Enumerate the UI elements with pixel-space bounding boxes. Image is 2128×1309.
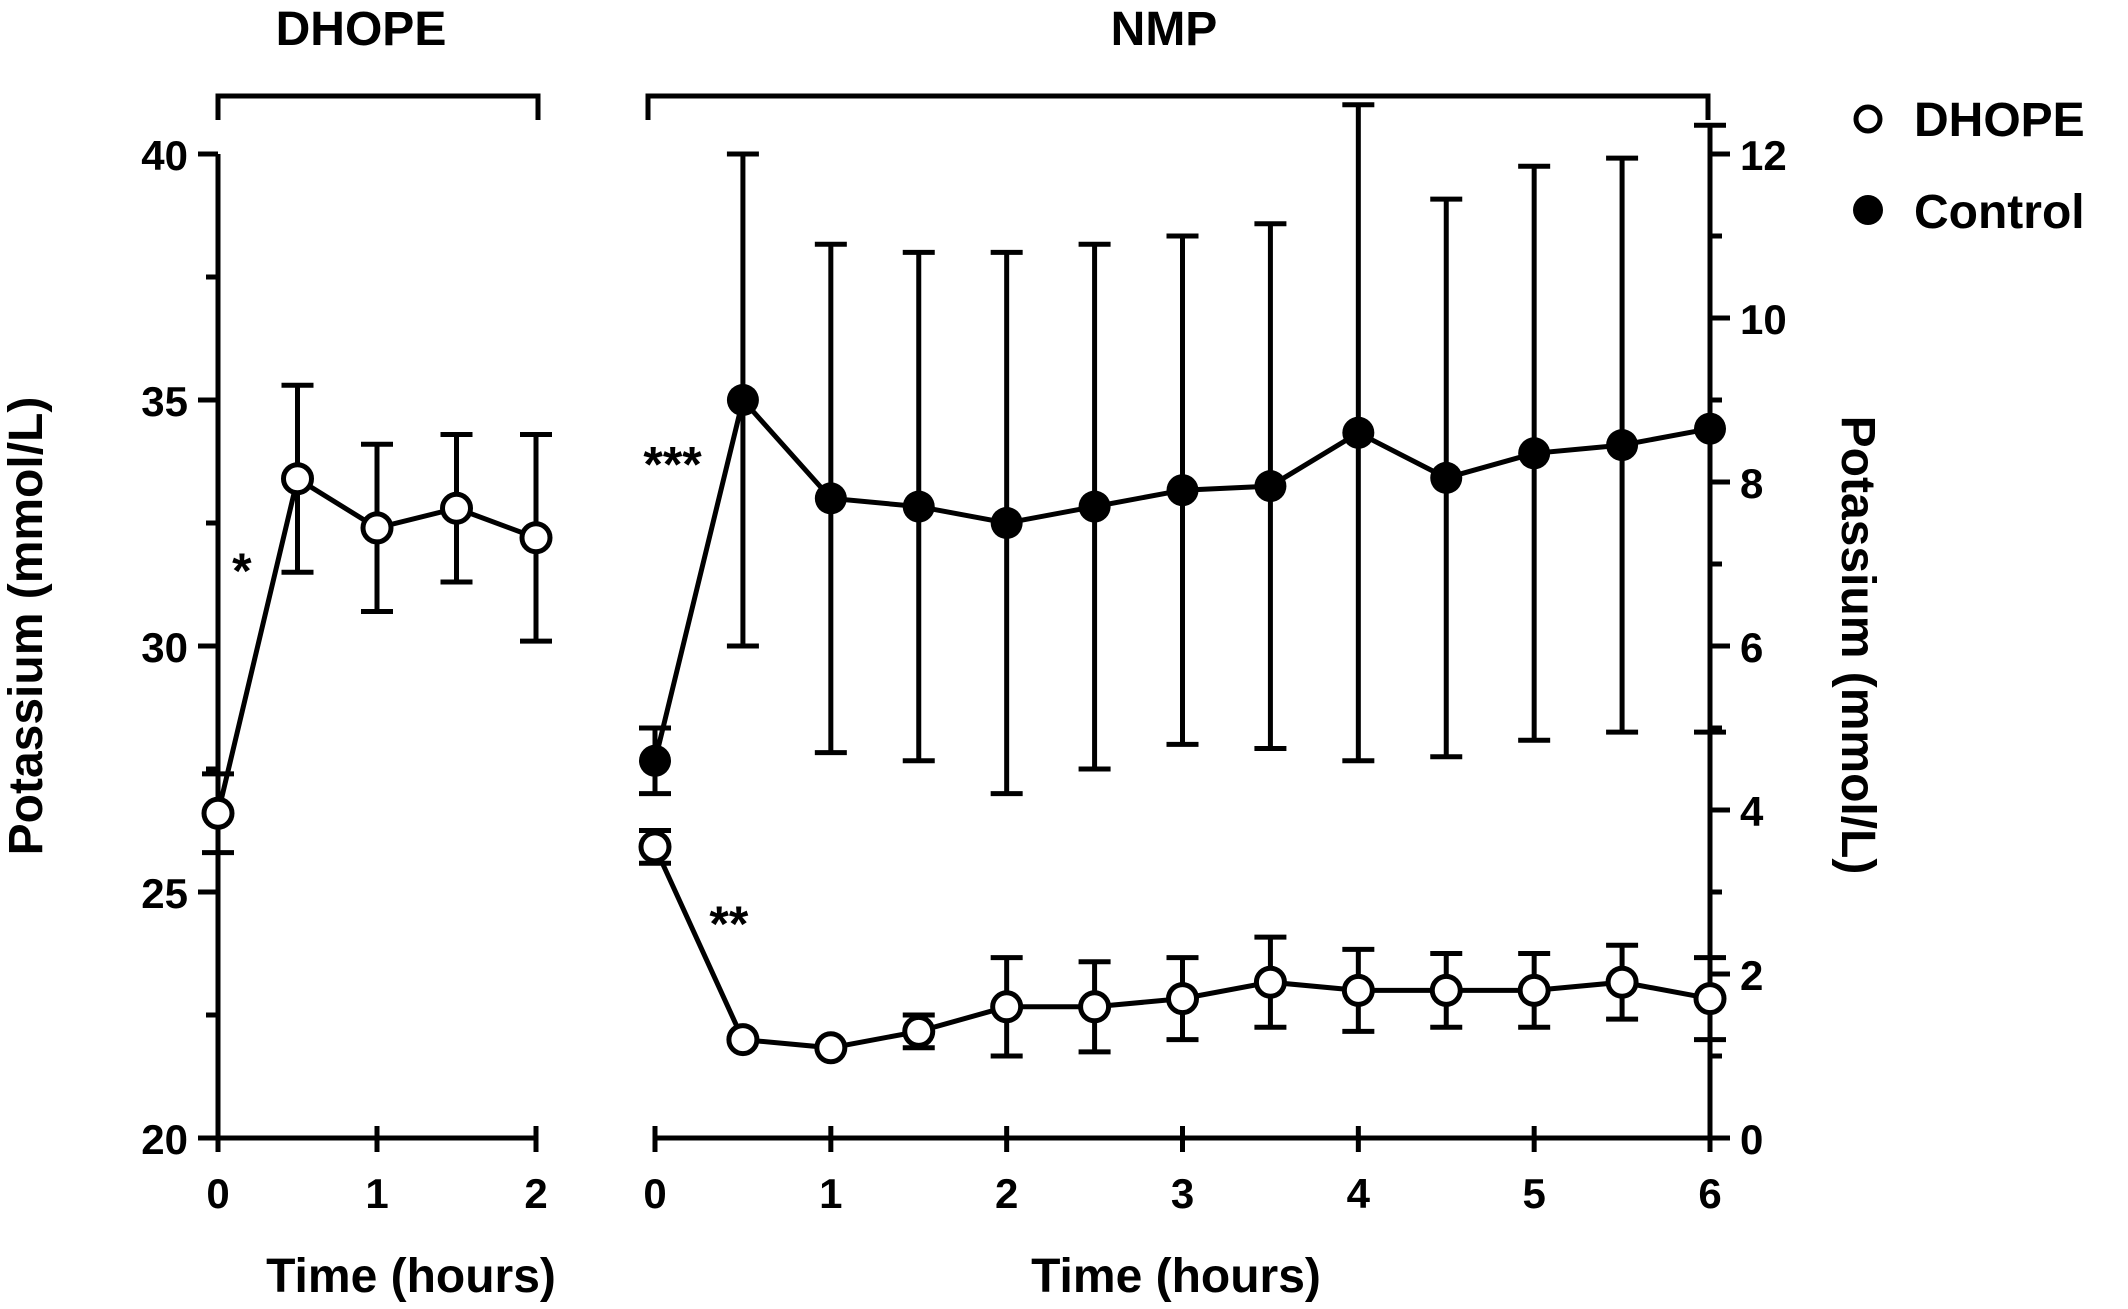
dhope-x-tick-label: 0 [206,1170,229,1217]
nmp-control-point [814,482,847,515]
nmp-control-point [726,384,759,416]
right-y-axis-label: Potassium (mmol/L) [1831,416,1884,875]
dhope-panel-bracket [215,93,541,120]
nmp-control-point [1166,474,1199,507]
nmp-y-tick-label: 6 [1740,624,1763,671]
left-y-axis-label: Potassium (mmol/L) [0,397,53,856]
nmp-dhope-point [902,1014,936,1048]
nmp-x-tick-label: 4 [1347,1170,1371,1217]
dhope-x-tick-label: 1 [365,1170,388,1217]
dhope-dhope-point [201,796,235,830]
nmp-dhope-point [1517,973,1551,1007]
nmp-dhope-point [1078,990,1112,1024]
nmp-significance-label: ** [709,896,748,952]
nmp-dhope-point [814,1031,848,1065]
dhope-y-tick-label: 20 [141,1116,188,1163]
dhope-dhope-point [281,462,314,496]
nmp-panel-bracket [645,93,1711,120]
legend-control-label: Control [1914,186,2085,239]
nmp-significance-label: *** [643,437,702,493]
nmp-dhope-point [638,830,672,864]
nmp-control-point [1254,470,1287,503]
legend: DHOPE Control [1853,94,2085,239]
dhope-dhope-point [360,511,394,545]
nmp-control-point [1694,412,1726,445]
nmp-x-tick-label: 2 [995,1170,1018,1217]
dhope-y-tick-label: 25 [141,870,188,917]
dhope-y-tick-label: 30 [141,624,188,671]
nmp-x-tick-label: 5 [1522,1170,1545,1217]
nmp-x-axis-label: Time (hours) [1031,1250,1321,1303]
nmp-dhope-point [990,990,1024,1024]
dhope-dhope-point [440,491,473,525]
nmp-control-point [1342,416,1375,449]
nmp-control-point [990,507,1023,539]
nmp-y-tick-label: 0 [1740,1116,1763,1163]
dhope-dhope-point [519,521,553,555]
nmp-y-tick-label: 10 [1740,296,1787,343]
nmp-control-point [1078,490,1111,523]
dhope-y-tick-label: 40 [141,132,188,179]
nmp-x-tick-label: 3 [1171,1170,1194,1217]
dhope-x-axis-label: Time (hours) [266,1250,556,1303]
nmp-control-point [1430,461,1463,494]
nmp-dhope-point [1693,982,1727,1016]
nmp-control-point [902,490,935,523]
nmp-dhope-point [1253,965,1287,999]
nmp-dhope-point [1429,973,1463,1007]
legend-dhope-marker [1853,104,1883,134]
dhope-x-tick-label: 2 [524,1170,547,1217]
dhope-panel-header: DHOPE [276,3,447,56]
nmp-dhope-point [1341,973,1375,1007]
nmp-control-point [1606,429,1639,462]
nmp-y-tick-label: 12 [1740,132,1787,179]
nmp-control-point [1518,437,1551,470]
dhope-y-tick-label: 35 [141,378,188,425]
nmp-y-tick-label: 2 [1740,952,1763,999]
dhope-significance-label: * [232,543,252,599]
nmp-dhope-point [1605,965,1639,999]
legend-control-marker [1853,195,1883,225]
nmp-dhope-point [1166,982,1199,1016]
nmp-x-tick-label: 6 [1698,1170,1721,1217]
nmp-y-tick-label: 8 [1740,460,1763,507]
nmp-control-point [639,744,671,777]
legend-dhope-label: DHOPE [1914,94,2085,147]
nmp-x-tick-label: 0 [643,1170,666,1217]
nmp-panel-header: NMP [1111,3,1218,56]
nmp-x-tick-label: 1 [819,1170,842,1217]
nmp-y-tick-label: 4 [1740,788,1764,835]
nmp-dhope-point [726,1023,760,1057]
